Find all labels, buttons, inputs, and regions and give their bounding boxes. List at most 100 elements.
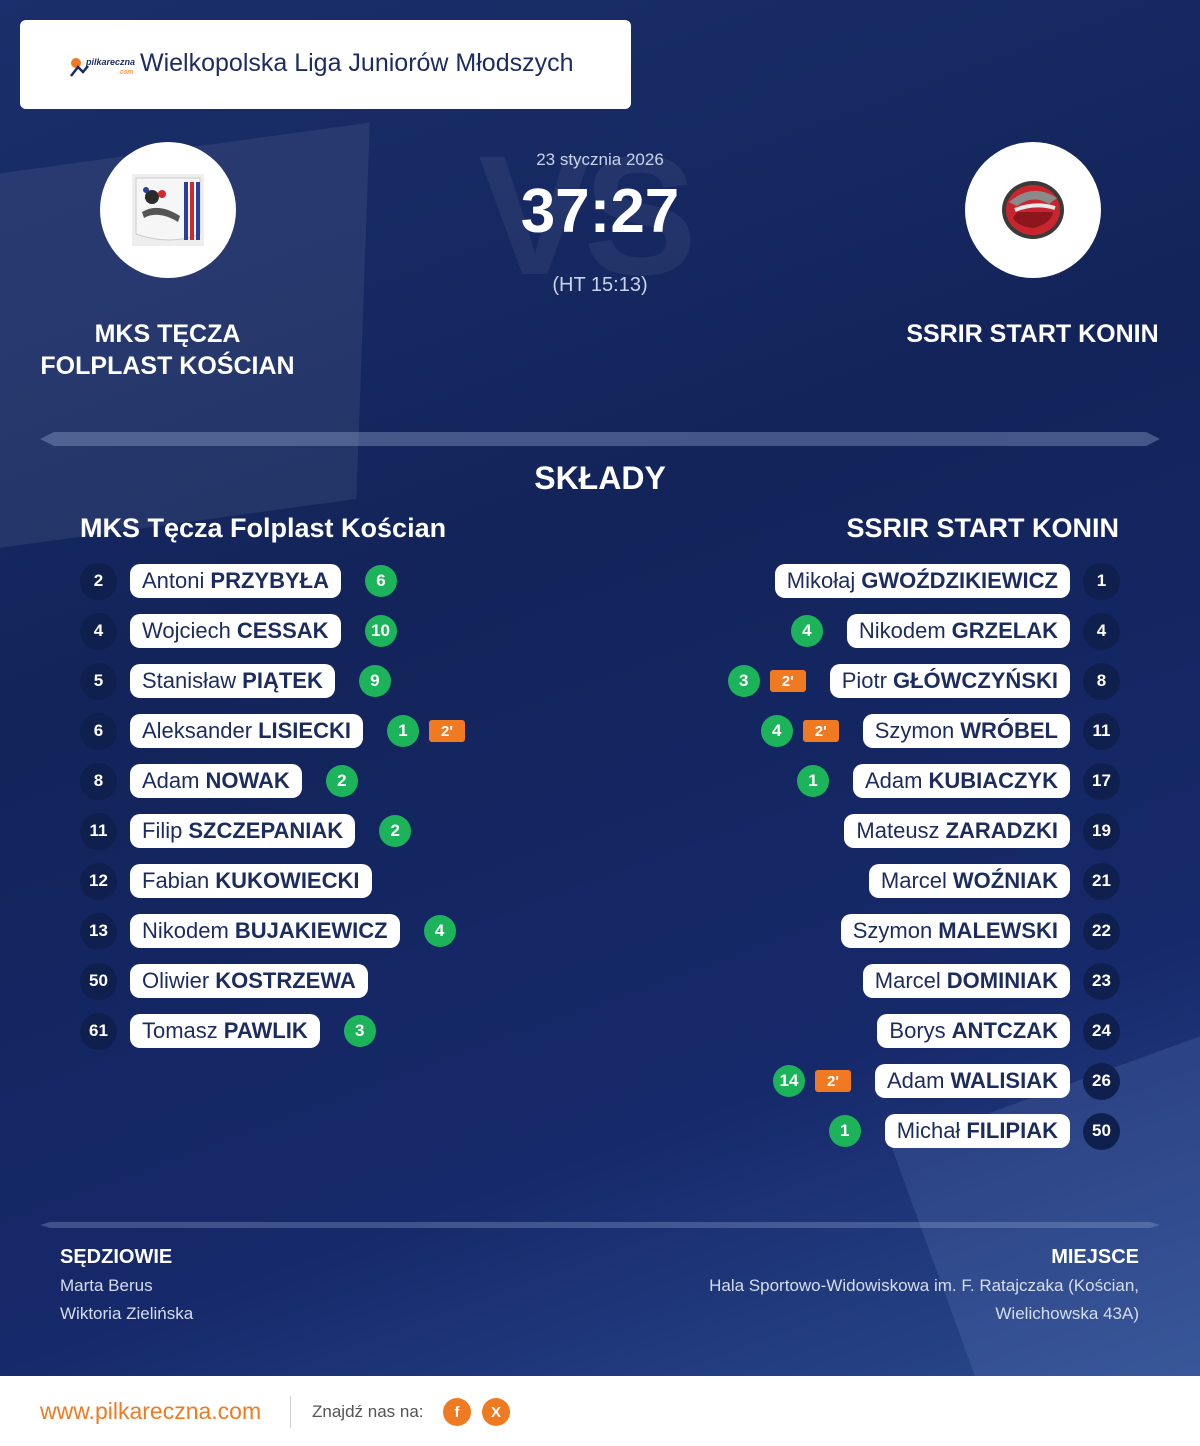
player-last-name: KUBIACZYK [928, 768, 1058, 793]
player-first-name: Mikołaj [786, 568, 856, 593]
player-number: 1 [1083, 562, 1120, 600]
player-last-name: WRÓBEL [960, 718, 1058, 743]
home-team-name-line2: FOLPLAST KOŚCIAN [40, 352, 295, 380]
player-name[interactable]: Mateusz ZARADZKI [844, 814, 1070, 848]
player-first-name: Szymon [874, 718, 955, 743]
player-number: 8 [1083, 662, 1120, 700]
player-number: 19 [1083, 812, 1120, 850]
goals-badge: 2 [379, 815, 412, 847]
player-number: 2 [80, 562, 117, 600]
player-name[interactable]: Nikodem GRZELAK [846, 614, 1070, 648]
lineups-title: SKŁADY [534, 460, 666, 496]
player-name[interactable]: Piotr GŁÓWCZYŃSKI [829, 664, 1070, 698]
league-header: pilkareczna .com Wielkopolska Liga Junio… [20, 20, 631, 109]
player-last-name: GŁÓWCZYŃSKI [893, 668, 1058, 693]
player-last-name: CESSAK [236, 618, 329, 643]
website-link[interactable]: www.pilkareczna.com [40, 1398, 262, 1424]
player-number: 24 [1083, 1012, 1120, 1050]
player-name[interactable]: Filip SZCZEPANIAK [130, 814, 356, 848]
player-name[interactable]: Szymon MALEWSKI [840, 914, 1070, 948]
player-first-name: Adam [142, 768, 200, 793]
follow-label: Znajdź nas na: [312, 1402, 424, 1421]
pilkareczna-logo-icon[interactable]: pilkareczna .com [68, 54, 142, 80]
player-number: 26 [1083, 1062, 1120, 1100]
player-name[interactable]: Tomasz PAWLIK [130, 1014, 320, 1048]
player-name[interactable]: Oliwier KOSTRZEWA [130, 964, 368, 998]
section-divider [40, 432, 1160, 446]
suspension-badge: 2' [814, 1070, 851, 1092]
player-name[interactable]: Nikodem BUJAKIEWICZ [130, 914, 400, 948]
player-name[interactable]: Borys ANTCZAK [877, 1014, 1070, 1048]
suspension-badge: 2' [428, 720, 465, 742]
home-lineup-title: MKS Tęcza Folplast Kościan [80, 513, 447, 543]
home-team-name: MKS TĘCZA FOLPLAST KOŚCIAN [20, 318, 315, 382]
player-last-name: GRZELAK [951, 618, 1058, 643]
player-name[interactable]: Adam KUBIACZYK [852, 764, 1070, 798]
player-last-name: FILIPIAK [966, 1118, 1058, 1143]
player-name[interactable]: Wojciech CESSAK [130, 614, 341, 648]
goals-badge: 14 [772, 1065, 805, 1097]
player-last-name: KOSTRZEWA [215, 968, 356, 993]
player-first-name: Stanisław [142, 668, 237, 693]
player-row: 14 2' Adam WALISIAK 26 [560, 1056, 1120, 1106]
player-last-name: BUJAKIEWICZ [234, 918, 388, 943]
player-name[interactable]: Stanisław PIĄTEK [130, 664, 335, 698]
player-first-name: Antoni [142, 568, 205, 593]
player-row: 4 Wojciech CESSAK 10 [80, 606, 640, 656]
player-first-name: Oliwier [142, 968, 210, 993]
player-name[interactable]: Adam WALISIAK [874, 1064, 1070, 1098]
player-name[interactable]: Antoni PRZYBYŁA [130, 564, 341, 598]
goals-badge: 1 [828, 1115, 861, 1147]
player-row: Borys ANTCZAK 24 [560, 1006, 1120, 1056]
player-row: 50 Oliwier KOSTRZEWA [80, 956, 640, 1006]
logo-subtext: .com [118, 69, 133, 76]
player-first-name: Szymon [852, 918, 933, 943]
goals-badge: 10 [364, 615, 397, 647]
player-number: 6 [80, 712, 117, 750]
away-roster: Mikołaj GWOŹDZIKIEWICZ 1 4 Nikodem GRZELAK 4 3 2… [560, 556, 1120, 1156]
suspension-badge: 2' [769, 670, 806, 692]
player-row: 61 Tomasz PAWLIK 3 [80, 1006, 640, 1056]
player-row: 13 Nikodem BUJAKIEWICZ 4 [80, 906, 640, 956]
player-last-name: WOŹNIAK [952, 868, 1058, 893]
goals-badge: 3 [343, 1015, 376, 1047]
player-first-name: Mateusz [856, 818, 940, 843]
goals-badge: 3 [727, 665, 760, 697]
player-name[interactable]: Szymon WRÓBEL [862, 714, 1070, 748]
player-last-name: WALISIAK [950, 1068, 1058, 1093]
player-number: 50 [1083, 1112, 1120, 1150]
player-last-name: ANTCZAK [951, 1018, 1058, 1043]
away-team-name: SSRIR START KONIN [906, 320, 1159, 348]
goals-badge: 4 [790, 615, 823, 647]
home-crest[interactable] [100, 142, 236, 278]
player-first-name: Wojciech [142, 618, 231, 643]
venue-label: MIEJSCE [1051, 1246, 1139, 1268]
away-crest[interactable] [965, 142, 1101, 278]
player-last-name: LISIECKI [258, 718, 351, 743]
player-last-name: MALEWSKI [938, 918, 1058, 943]
separator [290, 1396, 291, 1428]
player-number: 61 [80, 1012, 117, 1050]
player-name[interactable]: Adam NOWAK [130, 764, 302, 798]
player-name[interactable]: Michał FILIPIAK [884, 1114, 1070, 1148]
venue-line: Wielichowska 43A) [995, 1304, 1139, 1323]
player-name[interactable]: Marcel WOŹNIAK [868, 864, 1070, 898]
player-number: 22 [1083, 912, 1120, 950]
player-number: 21 [1083, 862, 1120, 900]
facebook-icon[interactable]: f [443, 1398, 471, 1426]
away-lineup-title: SSRIR START KONIN [846, 513, 1119, 543]
x-icon[interactable]: X [482, 1398, 510, 1426]
home-crest-icon [132, 174, 204, 246]
player-name[interactable]: Marcel DOMINIAK [862, 964, 1070, 998]
player-first-name: Marcel [874, 968, 941, 993]
player-name[interactable]: Mikołaj GWOŹDZIKIEWICZ [774, 564, 1070, 598]
venue-text: Hala Sportowo-Widowiskowa im. F. Ratajcz… [579, 1272, 1139, 1328]
referee-name: Marta Berus [60, 1276, 153, 1295]
player-row: Marcel WOŹNIAK 21 [560, 856, 1120, 906]
player-name[interactable]: Aleksander LISIECKI [130, 714, 363, 748]
player-row: 8 Adam NOWAK 2 [80, 756, 640, 806]
player-name[interactable]: Fabian KUKOWIECKI [130, 864, 372, 898]
player-first-name: Nikodem [858, 618, 946, 643]
player-row: 5 Stanisław PIĄTEK 9 [80, 656, 640, 706]
match-date: 23 stycznia 2026 [536, 150, 664, 169]
